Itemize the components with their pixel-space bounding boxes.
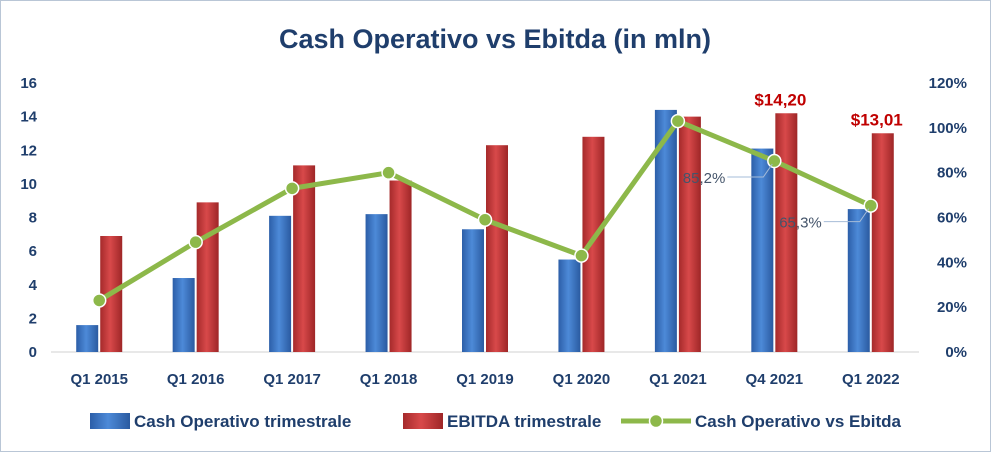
cash-operativo-bar: [751, 148, 774, 352]
y-right-tick-label: 100%: [929, 120, 967, 137]
ebitda-bar: [196, 202, 219, 352]
x-tick-label: Q4 2021: [746, 371, 804, 388]
legend: Cash Operativo trimestrale EBITDA trimest…: [90, 412, 901, 431]
ebitda-bar: [582, 136, 605, 352]
ebitda-bar: [678, 116, 701, 352]
cash-operativo-bar: [365, 214, 388, 352]
x-tick-label: Q1 2015: [70, 371, 128, 388]
x-tick-label: Q1 2016: [167, 371, 225, 388]
y-left-tick-label: 2: [29, 310, 37, 327]
legend-label: EBITDA trimestrale: [447, 412, 601, 431]
y-right-tick-label: 0%: [945, 344, 967, 361]
legend-marker: [648, 413, 664, 429]
x-tick-label: Q1 2022: [842, 371, 900, 388]
data-label: $13,01: [851, 110, 903, 129]
y-left-tick-label: 14: [20, 109, 37, 126]
ratio-marker: [863, 198, 879, 213]
x-tick-label: Q1 2017: [263, 371, 321, 388]
x-tick-label: Q1 2019: [456, 371, 514, 388]
legend-swatch-cash-operativo: [90, 413, 130, 429]
leader-line: [727, 163, 773, 178]
ratio-marker: [188, 234, 203, 250]
y-left-tick-label: 16: [20, 75, 37, 92]
x-tick-label: Q1 2018: [360, 371, 418, 388]
cash-operativo-bar: [76, 325, 99, 352]
y-left-tick-label: 0: [29, 344, 37, 361]
ratio-marker: [574, 248, 589, 263]
ebitda-bar: [389, 180, 412, 352]
ratio-marker: [767, 153, 782, 169]
legend-label: Cash Operativo vs Ebitda: [695, 412, 901, 431]
cash-operativo-bar: [462, 229, 484, 352]
ratio-marker: [381, 165, 396, 180]
y-left-tick-label: 6: [29, 243, 37, 260]
plot-area: 0 2 4 6 8 10 12 14 16 0% 20% 40% 60% 80% 100% 120% Q1 20…: [20, 75, 967, 388]
y-left-tick-label: 12: [20, 142, 37, 159]
chart-title: Cash Operativo vs Ebitda (in mln): [279, 24, 711, 54]
cash-operativo-bar: [269, 215, 292, 352]
y-left-tick-label: 10: [20, 176, 37, 193]
legend-label: Cash Operativo trimestrale: [134, 412, 351, 431]
legend-swatch-ebitda: [403, 413, 443, 429]
y-right-tick-label: 60%: [937, 210, 967, 227]
ebitda-bar: [293, 165, 316, 352]
ratio-marker: [670, 113, 686, 129]
cash-operativo-bar: [172, 278, 195, 352]
leader-line: [823, 208, 870, 223]
ebitda-bar: [775, 113, 798, 352]
data-label: 65,3%: [779, 215, 822, 232]
ebitda-bar: [871, 133, 894, 352]
y-left-tick-label: 4: [29, 277, 38, 294]
y-left-tick-label: 8: [29, 210, 37, 227]
cash-operativo-bar: [654, 109, 677, 353]
y-right-tick-label: 80%: [937, 165, 967, 182]
data-label: 85,2%: [683, 170, 726, 187]
y-right-tick-label: 20%: [937, 299, 967, 316]
x-tick-label: Q1 2021: [649, 371, 707, 388]
ebitda-bar: [486, 145, 508, 352]
cash-operativo-bar: [558, 259, 581, 352]
x-tick-label: Q1 2020: [553, 371, 611, 388]
y-right-tick-label: 40%: [937, 254, 967, 271]
data-label: $14,20: [754, 90, 806, 109]
ratio-marker: [91, 293, 107, 308]
ratio-marker: [284, 181, 300, 196]
y-right-tick-label: 120%: [929, 75, 967, 92]
cash-operativo-bar: [847, 209, 870, 352]
ratio-marker: [477, 212, 493, 227]
